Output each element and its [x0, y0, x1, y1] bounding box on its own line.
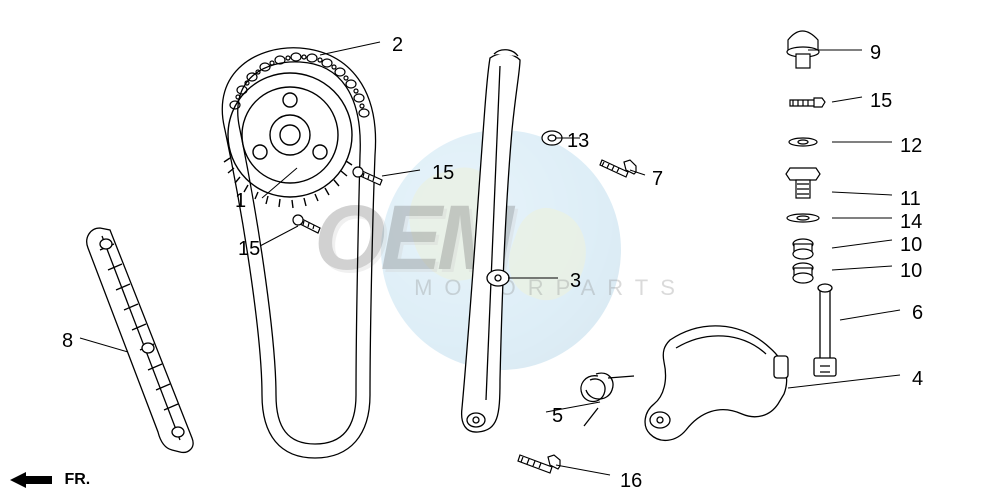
callout-3: 3	[570, 270, 581, 293]
callout-9: 9	[870, 42, 881, 65]
diagram-container: OEM MOTORPARTS	[0, 0, 1001, 500]
sprocket	[224, 73, 352, 208]
callout-10b: 10	[900, 260, 922, 283]
callout-1: 1	[235, 190, 246, 213]
fr-indicator: FR.	[10, 470, 90, 490]
callout-13: 13	[567, 130, 589, 153]
callout-4: 4	[912, 368, 923, 391]
fr-label: FR.	[64, 471, 90, 488]
screw-15a	[353, 167, 382, 185]
chain-guide-8	[87, 228, 193, 452]
callout-15c: 15	[238, 238, 260, 261]
callout-12: 12	[900, 135, 922, 158]
tensioner-arm-4	[645, 326, 788, 441]
bolt-16	[518, 455, 560, 473]
push-rod-6	[814, 284, 836, 376]
screw-15b	[293, 215, 320, 233]
callout-5: 5	[552, 405, 563, 428]
callout-7: 7	[652, 168, 663, 191]
bolt-7	[600, 160, 636, 177]
callout-2: 2	[392, 34, 403, 57]
callout-15b: 15	[432, 162, 454, 185]
tensioner-stack	[786, 31, 825, 283]
spring-5	[581, 373, 634, 426]
callout-15: 15	[870, 90, 892, 113]
callout-8: 8	[62, 330, 73, 353]
callout-6: 6	[912, 302, 923, 325]
tensioner-guide	[462, 50, 520, 432]
callout-10: 10	[900, 234, 922, 257]
parts-drawing	[0, 0, 1001, 500]
callout-16: 16	[620, 470, 642, 493]
callout-14: 14	[900, 211, 922, 234]
callout-11: 11	[900, 188, 921, 211]
